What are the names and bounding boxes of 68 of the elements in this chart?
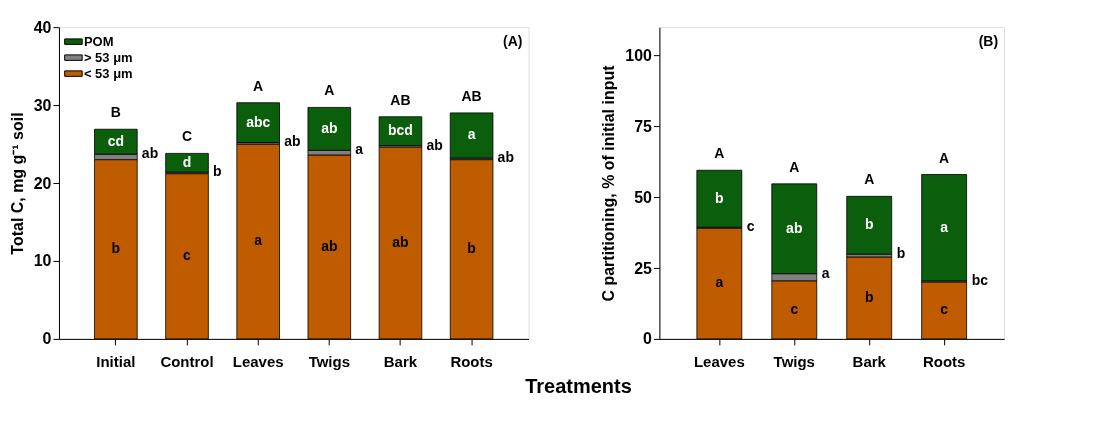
x-tick-label: Bark — [383, 353, 418, 371]
annotation: cd — [107, 132, 125, 149]
annotation: b — [864, 288, 874, 305]
y-tick-label: 75 — [634, 117, 653, 135]
annotation: AB — [461, 87, 482, 104]
annotation: c — [790, 300, 799, 317]
legend-label: > 53 μm — [83, 49, 133, 65]
x-tick-label: Twigs — [308, 353, 350, 371]
annotation: C — [181, 128, 193, 145]
annotation: b — [896, 245, 906, 262]
annotation: B — [110, 104, 121, 121]
annotation: A — [714, 145, 725, 162]
annotation: A — [864, 171, 875, 188]
legend-label: POM — [83, 33, 114, 49]
y-tick-label: 50 — [634, 188, 653, 206]
y-tick-label: 0 — [42, 330, 52, 348]
y-axis-title: C partitioning, % of initial input — [600, 64, 618, 302]
annotation: ab — [284, 133, 301, 150]
x-tick-label: Initial — [96, 353, 136, 371]
legend-label: < 53 μm — [83, 65, 133, 81]
annotation: ab — [497, 149, 514, 166]
annotation: A — [789, 158, 800, 175]
y-tick-label: 0 — [643, 330, 653, 348]
x-tick-label: Roots — [450, 353, 493, 371]
annotation: b — [864, 216, 874, 233]
annotation: a — [355, 141, 364, 158]
annotation: a — [940, 218, 949, 235]
x-tick-label: Leaves — [693, 353, 745, 371]
y-tick-label: 25 — [634, 259, 653, 277]
x-tick-label: Control — [160, 353, 214, 371]
annotation: d — [182, 153, 192, 170]
y-tick-label: 20 — [33, 174, 52, 192]
y-tick-label: 100 — [625, 46, 653, 64]
x-tick-label: Bark — [852, 353, 887, 371]
y-tick-label: 40 — [33, 18, 52, 36]
annotation: bc — [971, 271, 989, 288]
x-tick-label: Roots — [922, 353, 966, 371]
annotation: a — [467, 126, 476, 143]
annotation: ab — [426, 136, 443, 153]
annotation: (A) — [503, 33, 523, 50]
annotation: b — [467, 240, 476, 257]
annotation: ab — [321, 119, 338, 136]
annotation: A — [939, 149, 950, 166]
y-axis-title: Total C, mg g⁻¹ soil — [8, 112, 26, 255]
annotation: c — [746, 218, 755, 235]
annotation: a — [715, 274, 724, 291]
annotation: ab — [321, 237, 338, 254]
annotation: a — [254, 232, 263, 249]
annotation: bcd — [388, 122, 413, 139]
annotation: A — [324, 82, 335, 99]
annotation: ab — [786, 219, 803, 236]
annotation: abc — [246, 113, 271, 130]
annotation: c — [940, 301, 949, 318]
x-tick-label: Twigs — [773, 353, 815, 371]
annotation: ab — [392, 234, 409, 251]
y-tick-label: 30 — [33, 96, 52, 114]
annotation: a — [821, 264, 830, 281]
y-tick-label: 10 — [33, 252, 52, 270]
x-axis-title: Treatments — [525, 374, 632, 397]
annotation: (B) — [978, 33, 999, 50]
annotation: A — [253, 77, 264, 94]
annotation: ab — [141, 145, 159, 162]
annotation: c — [183, 247, 192, 264]
x-tick-label: Leaves — [232, 353, 284, 371]
annotation: b — [715, 189, 724, 206]
annotation: b — [111, 240, 121, 257]
annotation: AB — [390, 91, 411, 108]
annotation: b — [213, 163, 222, 180]
